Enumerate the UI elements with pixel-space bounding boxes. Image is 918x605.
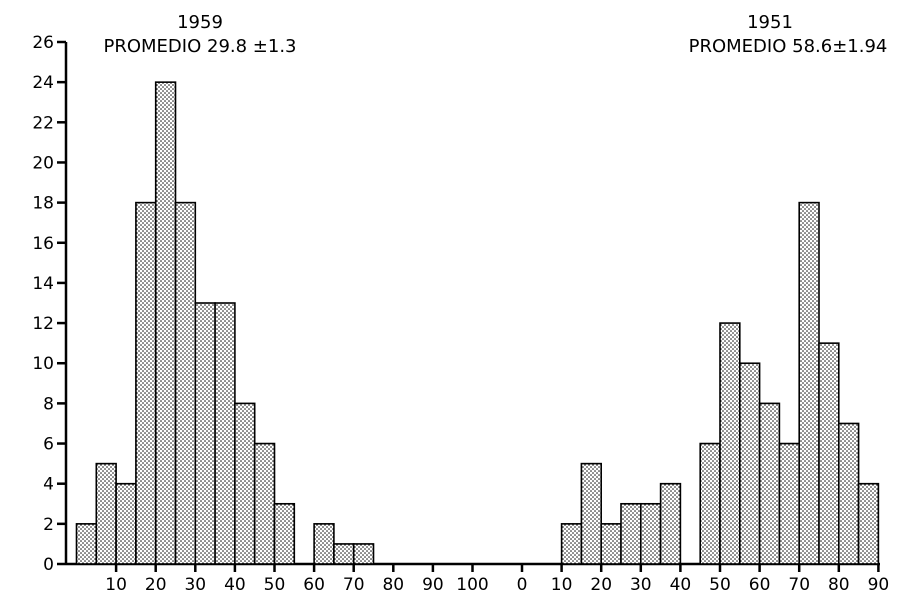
bar-1959-6: [194, 302, 216, 565]
bar-1951-10: [778, 442, 801, 565]
bar-1959-8: [234, 402, 256, 565]
y-tick-label: 12: [32, 314, 54, 334]
x-tick-label: 90: [422, 575, 444, 595]
bar-1951-14: [857, 482, 880, 565]
bar-1951-7: [719, 322, 741, 565]
bar-1959-1: [95, 462, 117, 565]
x-tick-label: 10: [551, 575, 573, 595]
bar-1951-0: [560, 523, 583, 565]
x-tick-label: 0: [517, 575, 528, 595]
y-tick-label: 2: [43, 515, 54, 535]
x-tick-label: 40: [224, 575, 246, 595]
bar-1951-9: [758, 402, 781, 565]
x-tick-label: 30: [184, 575, 206, 595]
bar-1959-3: [135, 201, 157, 565]
bar-1951-6: [699, 442, 721, 565]
bars-1959: [75, 81, 375, 565]
x-tick-label: 100: [456, 575, 488, 595]
y-tick-label: 24: [32, 73, 54, 93]
x-tick-label: 20: [145, 575, 167, 595]
x-tick-label: 50: [709, 575, 731, 595]
bar-1959-9: [253, 442, 276, 565]
y-tick-label: 6: [43, 435, 54, 455]
x-tick-label: 80: [828, 575, 850, 595]
bar-1959-0: [75, 523, 98, 565]
bars-1951: [560, 201, 880, 565]
x-tick-label: 60: [749, 575, 771, 595]
bar-1951-4: [639, 502, 662, 565]
panel-1951-subtitle: PROMEDIO 58.6±1.94: [689, 36, 888, 57]
y-tick-label: 18: [32, 194, 54, 214]
bar-1951-12: [818, 342, 840, 565]
panel-1959-title: 1959: [177, 12, 223, 33]
bar-1959-12: [333, 543, 355, 565]
y-tick-label: 0: [43, 555, 54, 575]
y-tick-label: 22: [32, 113, 54, 133]
x-tick-label: 10: [105, 575, 127, 595]
y-tick-label: 16: [32, 234, 54, 254]
x-tick-label: 60: [303, 575, 325, 595]
panel-1959-subtitle: PROMEDIO 29.8 ±1.3: [104, 36, 297, 57]
y-tick-label: 26: [32, 33, 54, 53]
bar-1959-13: [352, 543, 375, 565]
bar-1951-8: [738, 362, 761, 565]
bar-1959-2: [115, 482, 137, 565]
bar-1951-11: [798, 201, 820, 565]
x-tick-label: 40: [670, 575, 692, 595]
bar-1959-10: [273, 502, 296, 565]
bar-1951-5: [659, 482, 682, 565]
bar-1951-3: [620, 502, 642, 565]
y-tick-label: 10: [32, 354, 54, 374]
x-tick-label: 80: [382, 575, 404, 595]
x-tick-group: 10 20 30 40 50 60 70 80 90 100 0 10 20 30 40 50 60 70 80 90: [105, 564, 889, 595]
bar-1959-4: [154, 81, 177, 565]
x-tick-label: 20: [590, 575, 612, 595]
panel-1951-title: 1951: [747, 12, 793, 33]
bar-1951-13: [837, 422, 860, 565]
bar-1959-11: [313, 523, 335, 565]
bar-1951-1: [580, 462, 603, 565]
x-tick-label: 70: [788, 575, 810, 595]
x-tick-label: 70: [343, 575, 365, 595]
x-tick-label: 50: [264, 575, 286, 595]
y-tick-label: 8: [43, 394, 54, 414]
x-tick-label: 30: [630, 575, 652, 595]
bar-1959-7: [214, 302, 236, 565]
bar-1959-5: [174, 201, 197, 565]
y-tick-label: 20: [32, 153, 54, 173]
bar-1951-2: [600, 523, 622, 565]
y-tick-label: 4: [43, 475, 54, 495]
y-tick-label: 14: [32, 274, 54, 294]
x-tick-label: 90: [868, 575, 890, 595]
